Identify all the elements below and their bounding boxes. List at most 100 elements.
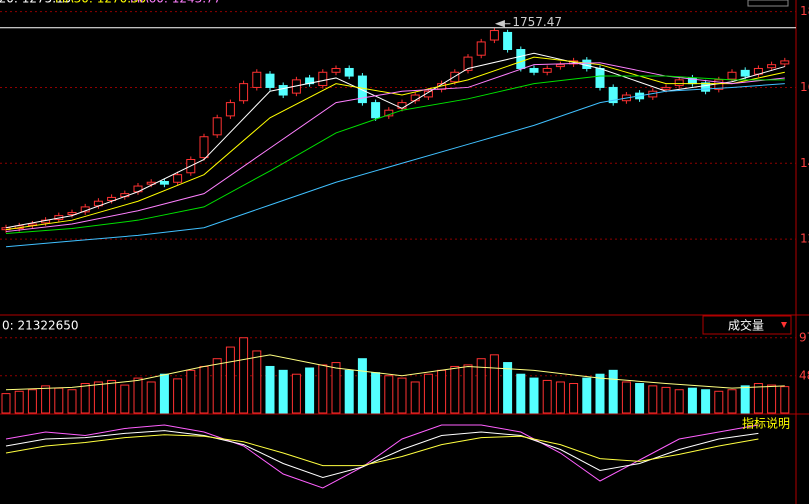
volume-bar (542, 379, 552, 414)
candle-body (463, 56, 473, 71)
volume-bar (133, 377, 143, 414)
header-label: MA30: 1270.30 (55, 0, 146, 6)
volume-bar (661, 386, 671, 414)
volume-bar (410, 381, 420, 414)
volume-bar (265, 365, 275, 414)
candle-body (740, 69, 750, 77)
volume-bar (41, 385, 51, 414)
y-tick-label: 1600 (800, 80, 809, 94)
volume-bar (146, 381, 156, 414)
candle-body (212, 117, 222, 136)
volume-bar (701, 389, 711, 414)
candle-body (595, 67, 605, 88)
candle-body (371, 102, 381, 119)
volume-bar (278, 369, 288, 414)
candle-body (661, 86, 671, 90)
volume-bar (555, 381, 565, 414)
candle-body (278, 85, 288, 96)
volume-bar (225, 346, 235, 414)
ma-line (5, 75, 785, 234)
indicator-line (5, 424, 759, 489)
volume-bar (648, 385, 658, 414)
volume-bar (67, 389, 77, 414)
dropdown-arrow[interactable] (781, 322, 787, 328)
volume-bar (714, 390, 724, 414)
indicator-help[interactable]: 指标说明 (742, 416, 790, 431)
volume-bar (476, 358, 486, 414)
volume-bar (252, 350, 262, 414)
volume-bar (529, 377, 539, 414)
candle-body (701, 82, 711, 92)
header-label: MA60: 1243.77 (130, 0, 221, 6)
volume-bar (516, 373, 526, 414)
volume-bar (687, 387, 697, 414)
volume-bar (371, 372, 381, 414)
candle-body (239, 83, 249, 102)
candle-body (199, 136, 209, 159)
candle-body (67, 212, 77, 215)
volume-bar (186, 369, 196, 414)
candle-body (344, 67, 354, 77)
volume-bar (595, 373, 605, 414)
candle-body (727, 71, 737, 80)
buttons: 成交量 指标说明 0: 21322650 (2, 315, 792, 431)
volume-bar (780, 386, 790, 414)
candle-body (674, 79, 684, 87)
indicator-line (5, 434, 759, 467)
volume-bar (14, 390, 24, 414)
volume-bar (305, 367, 315, 414)
candle-body (265, 73, 275, 88)
volume-bar (331, 362, 341, 414)
volume-bar (635, 383, 645, 414)
corner-box (747, 0, 789, 7)
y-tick-label: 48 (799, 368, 809, 382)
volume-bar (173, 378, 183, 414)
volume-bar (767, 384, 777, 414)
candle-body (476, 41, 486, 56)
candle-body (173, 174, 183, 183)
volume-bar (1, 393, 11, 414)
volume-bar (753, 383, 763, 414)
volume-bar (740, 385, 750, 414)
y-tick-label: 1400 (800, 156, 809, 170)
volume-bar (54, 387, 64, 414)
volume-bar (80, 383, 90, 414)
candle-body (767, 64, 777, 69)
header-label: MA20: 1275.15 (0, 0, 71, 6)
volume-bar (93, 381, 103, 414)
candle-body (159, 180, 169, 185)
volume-bar (463, 364, 473, 414)
volume-bar (582, 377, 592, 414)
candle-body (529, 67, 539, 73)
volume-bar (621, 381, 631, 414)
volume-bar (159, 373, 169, 414)
candle-body (608, 86, 618, 104)
volume-button[interactable] (702, 315, 792, 335)
volume-button-label[interactable]: 成交量 (728, 318, 764, 333)
candle-body (252, 71, 262, 88)
candle-body (542, 67, 552, 73)
volume-bar (450, 365, 460, 414)
peak-arrow (494, 19, 511, 28)
peak-label: 1757.47 (512, 15, 562, 29)
candle-body (331, 67, 341, 73)
candle-body (423, 90, 433, 98)
candle-body (780, 60, 790, 65)
volume-bar (489, 354, 499, 414)
y-tick-label: 1200 (800, 232, 809, 246)
volume-bar (384, 375, 394, 414)
volume-bar (239, 337, 249, 414)
volume-bar (120, 384, 130, 414)
candle-body (555, 64, 565, 68)
volume-bar (674, 389, 684, 414)
candle-body (318, 71, 328, 87)
candle-body (107, 196, 117, 201)
y-tick-label: 97 (799, 330, 809, 344)
volume-bar (503, 362, 513, 414)
volume-bar (569, 383, 579, 414)
volume-bar (397, 377, 407, 414)
volume-label: 0: 21322650 (2, 319, 79, 333)
volume-bar (199, 365, 209, 414)
